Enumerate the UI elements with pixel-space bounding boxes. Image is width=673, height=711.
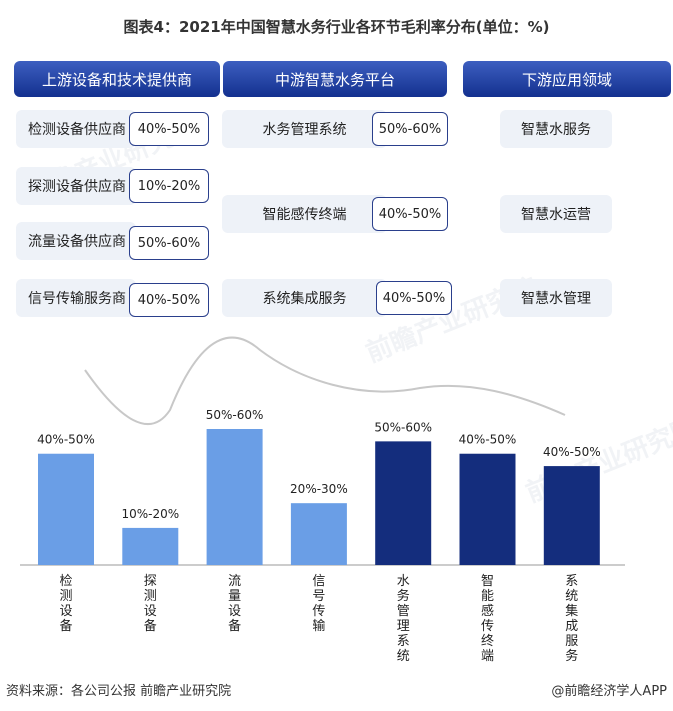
- midstream-header: 中游智慧水务平台: [223, 61, 447, 97]
- category-tick-label: 理: [397, 619, 410, 634]
- category-tick-label: 设: [59, 604, 72, 619]
- upstream-item-name: 探测设备供应商: [28, 179, 126, 195]
- bar: [375, 441, 432, 565]
- category-tick-label: 号: [312, 589, 325, 604]
- upstream-item-name: 检测设备供应商: [28, 122, 126, 138]
- category-tick-label: 设: [228, 604, 241, 619]
- category-tick-label: 服: [565, 634, 578, 649]
- upstream-item: 检测设备供应商: [16, 110, 136, 148]
- bar: [206, 429, 263, 565]
- category-tick-label: 感: [481, 603, 494, 619]
- midstream-margin: 40%-50%: [376, 281, 452, 315]
- upstream-item-name: 信号传输服务商: [28, 291, 126, 307]
- category-tick-label: 智: [481, 574, 494, 589]
- category-tick-label: 备: [228, 618, 241, 634]
- downstream-item: 智慧水管理: [500, 279, 612, 317]
- category-tick-label: 成: [565, 619, 578, 634]
- category-tick-label: 务: [397, 588, 410, 604]
- midstream-item-name: 水务管理系统: [262, 122, 347, 138]
- category-tick-label: 系: [397, 634, 410, 649]
- category-tick-label: 测: [144, 589, 157, 604]
- downstream-item: 智慧水服务: [500, 110, 612, 148]
- category-tick-label: 务: [565, 648, 578, 664]
- upstream-margin: 40%-50%: [129, 283, 209, 317]
- data-label: 50%-60%: [374, 420, 432, 434]
- data-label: 40%-50%: [543, 445, 601, 459]
- data-label: 40%-50%: [37, 433, 95, 447]
- bar: [290, 503, 347, 565]
- midstream-item: 智能感传终端: [222, 195, 387, 233]
- category-tick-label: 统: [397, 649, 410, 664]
- category-tick-label: 量: [228, 589, 241, 604]
- data-label: 40%-50%: [459, 433, 517, 447]
- category-tick-label: 流: [228, 574, 241, 589]
- category-tick-label: 测: [59, 589, 72, 604]
- category-tick-label: 端: [481, 649, 494, 664]
- upstream-margin: 10%-20%: [129, 169, 209, 203]
- midstream-item-name: 智能感传终端: [262, 207, 347, 223]
- downstream-item-name: 智慧水管理: [521, 291, 591, 307]
- category-tick-label: 信: [312, 574, 325, 589]
- decorative-curve: [84, 336, 566, 426]
- midstream-margin: 40%-50%: [372, 197, 448, 231]
- upstream-margin: 40%-50%: [129, 112, 209, 146]
- midstream-margin: 50%-60%: [372, 112, 448, 146]
- category-tick-label: 能: [481, 589, 494, 604]
- category-tick-label: 输: [312, 618, 325, 634]
- upstream-item-name: 流量设备供应商: [28, 234, 126, 250]
- category-tick-label: 集: [565, 603, 578, 619]
- category-tick-label: 系: [565, 574, 578, 589]
- data-label: 50%-60%: [206, 408, 264, 422]
- category-tick-label: 传: [481, 619, 494, 634]
- category-tick-label: 备: [59, 618, 72, 634]
- category-tick-label: 管: [397, 604, 410, 619]
- bar: [38, 453, 94, 565]
- category-tick-label: 备: [144, 618, 157, 634]
- bar: [122, 527, 179, 565]
- downstream-header: 下游应用领域: [463, 61, 671, 97]
- source-note: 资料来源：各公司公报 前瞻产业研究院: [6, 684, 232, 699]
- category-tick-label: 传: [312, 604, 325, 619]
- upstream-item: 探测设备供应商: [16, 167, 136, 205]
- downstream-item: 智慧水运营: [500, 195, 612, 233]
- upstream-margin: 50%-60%: [129, 226, 209, 260]
- midstream-item-name: 系统集成服务: [262, 291, 347, 307]
- midstream-item: 系统集成服务: [222, 279, 387, 317]
- bar: [459, 453, 516, 565]
- data-label: 10%-20%: [121, 507, 179, 521]
- category-tick-label: 设: [144, 604, 157, 619]
- category-tick-label: 探: [144, 574, 157, 589]
- midstream-item: 水务管理系统: [222, 110, 387, 148]
- upstream-item: 信号传输服务商: [16, 279, 136, 317]
- credit-note: @前瞻经济学人APP: [551, 684, 667, 699]
- bar: [543, 466, 600, 565]
- data-label: 20%-30%: [290, 482, 348, 496]
- upstream-item: 流量设备供应商: [16, 222, 136, 260]
- category-tick-label: 统: [565, 589, 578, 604]
- downstream-item-name: 智慧水服务: [521, 122, 591, 138]
- category-tick-label: 终: [481, 633, 494, 649]
- margin-bar-chart: 40%-50%检测设备10%-20%探测设备50%-60%流量设备20%-30%…: [20, 336, 625, 664]
- category-tick-label: 检: [59, 574, 72, 589]
- chart-title: 图表4：2021年中国智慧水务行业各环节毛利率分布(单位：%): [123, 18, 550, 36]
- downstream-item-name: 智慧水运营: [521, 207, 591, 223]
- category-tick-label: 水: [397, 574, 410, 589]
- upstream-header: 上游设备和技术提供商: [14, 61, 220, 97]
